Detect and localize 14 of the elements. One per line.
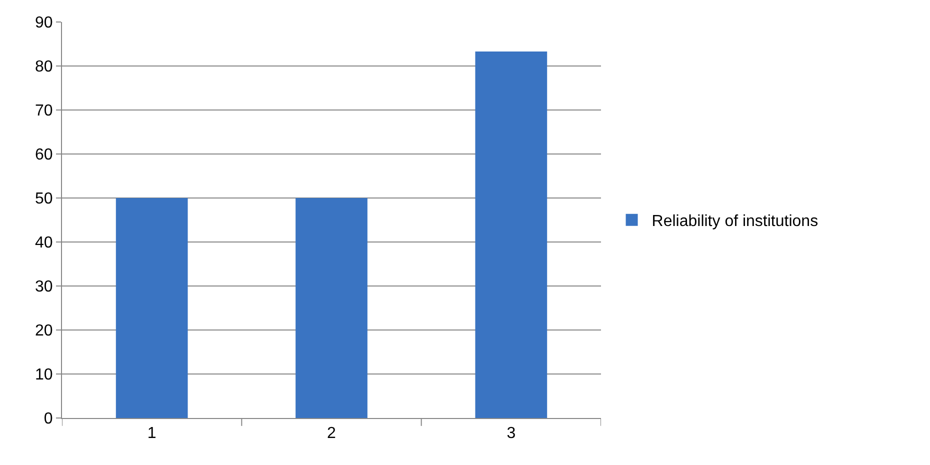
y-tick-label: 0 bbox=[44, 410, 53, 428]
legend-label: Reliability of institutions bbox=[652, 213, 818, 230]
y-tick-label: 50 bbox=[35, 190, 53, 208]
y-tick-label: 20 bbox=[35, 322, 53, 340]
y-tick-label: 60 bbox=[35, 146, 53, 164]
y-tick-label: 80 bbox=[35, 58, 53, 76]
y-tick-label: 30 bbox=[35, 278, 53, 296]
y-tick-label: 40 bbox=[35, 234, 53, 252]
x-tick-label: 2 bbox=[327, 425, 336, 442]
y-tick-label: 10 bbox=[35, 366, 53, 384]
y-tick-label: 90 bbox=[35, 14, 53, 32]
x-tick-label: 3 bbox=[506, 425, 516, 442]
x-tick-label: 1 bbox=[147, 425, 156, 442]
y-tick-label: 70 bbox=[35, 102, 53, 120]
